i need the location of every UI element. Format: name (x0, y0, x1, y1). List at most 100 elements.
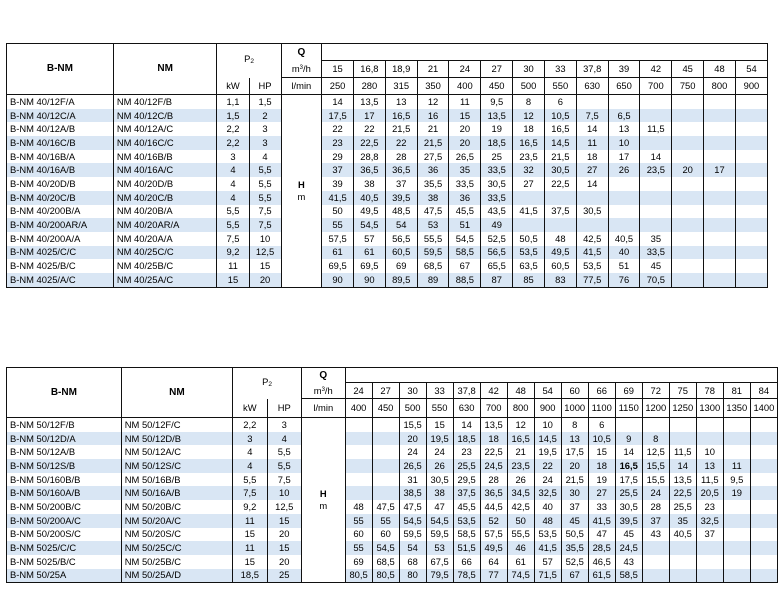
head-value-cell: 30,5 (575, 204, 609, 219)
head-value-cell: 33,5 (480, 163, 514, 178)
model-nm-cell: NM 40/16C/C (112, 136, 218, 150)
head-value-cell: 56,5 (480, 245, 514, 260)
head-value-cell (668, 568, 697, 584)
head-value-cell: 68,5 (416, 259, 450, 273)
power-kw-cell: 5,5 (232, 472, 268, 487)
model-bnm-cell: B-NM 40/16B/A (6, 149, 114, 164)
head-value-cell: 25 (480, 149, 514, 164)
power-hp-cell: 20 (266, 527, 302, 542)
head-value-cell: 16,5 (506, 431, 535, 446)
head-value-cell: 70,5 (639, 272, 673, 288)
power-hp-cell: 2 (248, 108, 282, 123)
flow-m3h-cell: 39 (607, 60, 641, 78)
flow-m3h-cell: 54 (533, 382, 562, 399)
head-value-cell (703, 108, 736, 123)
head-value-cell: 25,5 (668, 500, 697, 514)
model-bnm-cell: B-NM 40/16A/B (6, 163, 114, 178)
power-hp-cell: 5,5 (248, 177, 282, 191)
header-p2-subscript: 2 (268, 380, 272, 388)
table-row: B-NM 50/12D/A NM 50/12D/B 3 4 20 19,5 18,5 18 16… (6, 431, 779, 446)
head-value-cell: 24 (398, 445, 427, 460)
head-value-cell (543, 218, 577, 232)
head-value-cell: 28 (479, 472, 508, 487)
head-value-cell (722, 416, 751, 432)
head-value-cell: 13,5 (352, 93, 386, 109)
head-value-cell (749, 472, 779, 487)
head-value-cell: 49,5 (479, 541, 508, 555)
head-value-cell: 24 (641, 486, 670, 501)
head-value-cell: 58,5 (614, 568, 643, 584)
model-bnm-cell: B-NM 50/200A/C (6, 513, 122, 528)
head-value-cell: 60,5 (384, 245, 418, 260)
header-p2-subscript: 2 (250, 58, 254, 66)
unit-m: m (291, 63, 300, 75)
head-value-cell: 14 (614, 445, 643, 460)
power-kw-cell: 15 (232, 527, 268, 542)
header-nm: NM (120, 367, 234, 418)
head-value-cell (668, 554, 697, 569)
header-kw: kW (232, 398, 268, 418)
head-value-cell (695, 541, 724, 555)
flow-lmin-cell: 630 (575, 77, 609, 95)
head-value-cell: 36,5 (384, 163, 418, 178)
power-hp-cell: 7,5 (248, 218, 282, 232)
table-row: B-NM 50/12S/B NM 50/12S/C 4 5,5 26,5 26 25,5 24… (6, 459, 779, 473)
head-value-cell: 16,5 (614, 459, 643, 473)
head-value-cell: 54 (384, 218, 418, 232)
power-hp-cell: 3 (248, 136, 282, 150)
head-value-cell: 25,5 (452, 459, 481, 473)
flow-m3h-cell: 72 (641, 382, 670, 399)
power-kw-cell: 18,5 (232, 568, 268, 584)
head-value-cell: 53,5 (575, 259, 609, 273)
head-value-cell: 24 (533, 472, 562, 487)
power-kw-cell: 7,5 (216, 231, 250, 246)
head-value-cell: 32 (512, 163, 545, 178)
head-value-cell: 32,5 (695, 513, 724, 528)
head-value-cell (668, 431, 697, 446)
flow-lmin-cell: 550 (425, 398, 454, 418)
head-value-cell (722, 541, 751, 555)
head-value-cell (695, 554, 724, 569)
head-value-cell (607, 177, 641, 191)
power-hp-cell: 5,5 (248, 163, 282, 178)
head-value-cell: 39,5 (614, 513, 643, 528)
head-value-cell: 19,5 (425, 431, 454, 446)
head-value-cell: 49,5 (543, 245, 577, 260)
power-hp-cell: 10 (266, 486, 302, 501)
head-value-cell: 14 (575, 177, 609, 191)
table-row: B-NM 4025/A/C NM 40/25A/C 15 20 90 90 89,5 89 88… (6, 272, 769, 288)
header-hp: HP (266, 398, 302, 418)
head-value-cell: 14 (452, 416, 481, 432)
model-bnm-cell: B-NM 50/200B/C (6, 500, 122, 514)
head-value-cell (749, 431, 779, 446)
head-value-cell: 17,5 (560, 445, 589, 460)
head-value-cell: 67 (560, 568, 589, 584)
head-value-cell: 22 (321, 122, 354, 137)
head-value-cell (639, 108, 673, 123)
head-value-cell: 53,5 (452, 513, 481, 528)
head-value-cell (671, 93, 705, 109)
head-value-cell: 18 (587, 459, 616, 473)
head-value-cell: 54,5 (448, 231, 482, 246)
power-kw-cell: 11 (232, 513, 268, 528)
head-value-cell (734, 259, 769, 273)
flow-lmin-cell: 750 (671, 77, 705, 95)
head-value-cell: 35 (639, 231, 673, 246)
flow-m3h-cell: 30 (512, 60, 545, 78)
head-value-cell: 61 (506, 554, 535, 569)
head-value-cell (641, 416, 670, 432)
head-value-cell (575, 93, 609, 109)
head-value-cell: 57,5 (479, 527, 508, 542)
head-value-cell (671, 136, 705, 150)
head-value-cell: 26 (425, 459, 454, 473)
table-row: B-NM 4025/C/C NM 40/25C/C 9,2 12,5 61 61 60,5 5… (6, 245, 769, 260)
head-value-cell (671, 272, 705, 288)
head-value-cell: 59,5 (398, 527, 427, 542)
head-value-cell: 14 (321, 93, 354, 109)
head-value-cell (749, 486, 779, 501)
table-row: B-NM 40/200A/A NM 40/20A/A 7,5 10 57,5 57 56,5… (6, 231, 769, 246)
head-value-cell: 11 (448, 93, 482, 109)
model-bnm-cell: B-NM 40/200B/A (6, 204, 114, 219)
